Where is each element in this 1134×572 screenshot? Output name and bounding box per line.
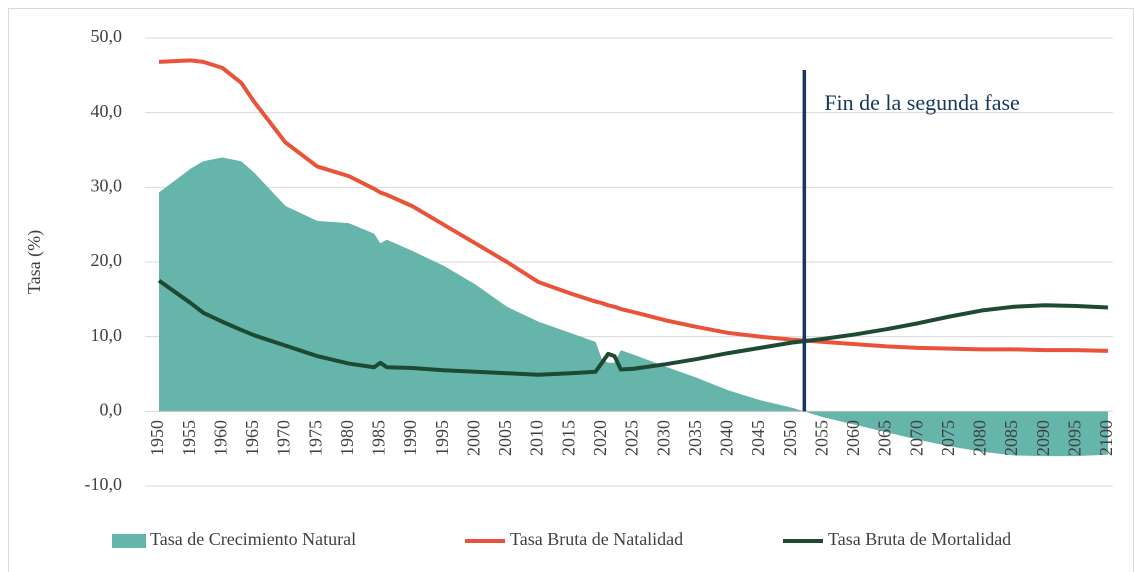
- x-tick-label: 1980: [337, 420, 357, 456]
- y-axis-label: Tasa (%): [24, 230, 45, 294]
- line: [158, 58, 1109, 353]
- y-tick-label: 40,0: [91, 101, 123, 121]
- x-tick-label: 2090: [1033, 420, 1053, 456]
- x-tick-label: 2005: [495, 420, 515, 456]
- x-tick-label: 1990: [400, 420, 420, 456]
- legend-label: Tasa Bruta de Natalidad: [510, 529, 683, 549]
- x-tick-label: 2040: [717, 420, 737, 456]
- y-tick-label: 30,0: [91, 175, 123, 195]
- x-tick-label: 2070: [906, 420, 926, 456]
- x-tick-label: 2015: [558, 420, 578, 456]
- x-tick-label: 1975: [305, 420, 325, 456]
- x-tick-label: 2045: [748, 420, 768, 456]
- legend-label: Tasa de Crecimiento Natural: [150, 529, 356, 549]
- x-tick-label: 2065: [875, 420, 895, 456]
- x-tick-label: 1965: [242, 420, 262, 456]
- x-tick-label: 2010: [527, 420, 547, 456]
- x-tick-label: 2020: [590, 420, 610, 456]
- x-tick-label: 1960: [210, 420, 230, 456]
- x-tick-label: 2100: [1096, 420, 1116, 456]
- y-tick-label: 10,0: [91, 325, 123, 345]
- x-tick-label: 2060: [843, 420, 863, 456]
- x-tick-label: 2055: [811, 420, 831, 456]
- legend-label: Tasa Bruta de Mortalidad: [828, 529, 1011, 549]
- y-tick-label: -10,0: [85, 474, 123, 494]
- x-tick-label: 1970: [274, 420, 294, 456]
- x-tick-label: 2050: [780, 420, 800, 456]
- legend-swatch: [112, 534, 146, 548]
- x-tick-label: 2075: [938, 420, 958, 456]
- x-tick-label: 2030: [653, 420, 673, 456]
- y-tick-label: 50,0: [91, 26, 123, 46]
- y-tick-label: 20,0: [91, 250, 123, 270]
- x-tick-label: 2085: [1001, 420, 1021, 456]
- y-tick-label: 0,0: [100, 399, 123, 419]
- x-tick-label: 1955: [179, 420, 199, 456]
- area: [159, 157, 1108, 457]
- x-tick-label: 2095: [1064, 420, 1084, 456]
- annotation-text: Fin de la segunda fase: [824, 90, 1020, 115]
- x-tick-label: 2080: [970, 420, 990, 456]
- line: [157, 279, 1109, 377]
- x-tick-label: 1950: [147, 420, 167, 456]
- x-tick-label: 2025: [622, 420, 642, 456]
- x-tick-label: 1995: [432, 420, 452, 456]
- x-tick-label: 2035: [685, 420, 705, 456]
- x-tick-label: 2000: [463, 420, 483, 456]
- x-tick-label: 1985: [369, 420, 389, 456]
